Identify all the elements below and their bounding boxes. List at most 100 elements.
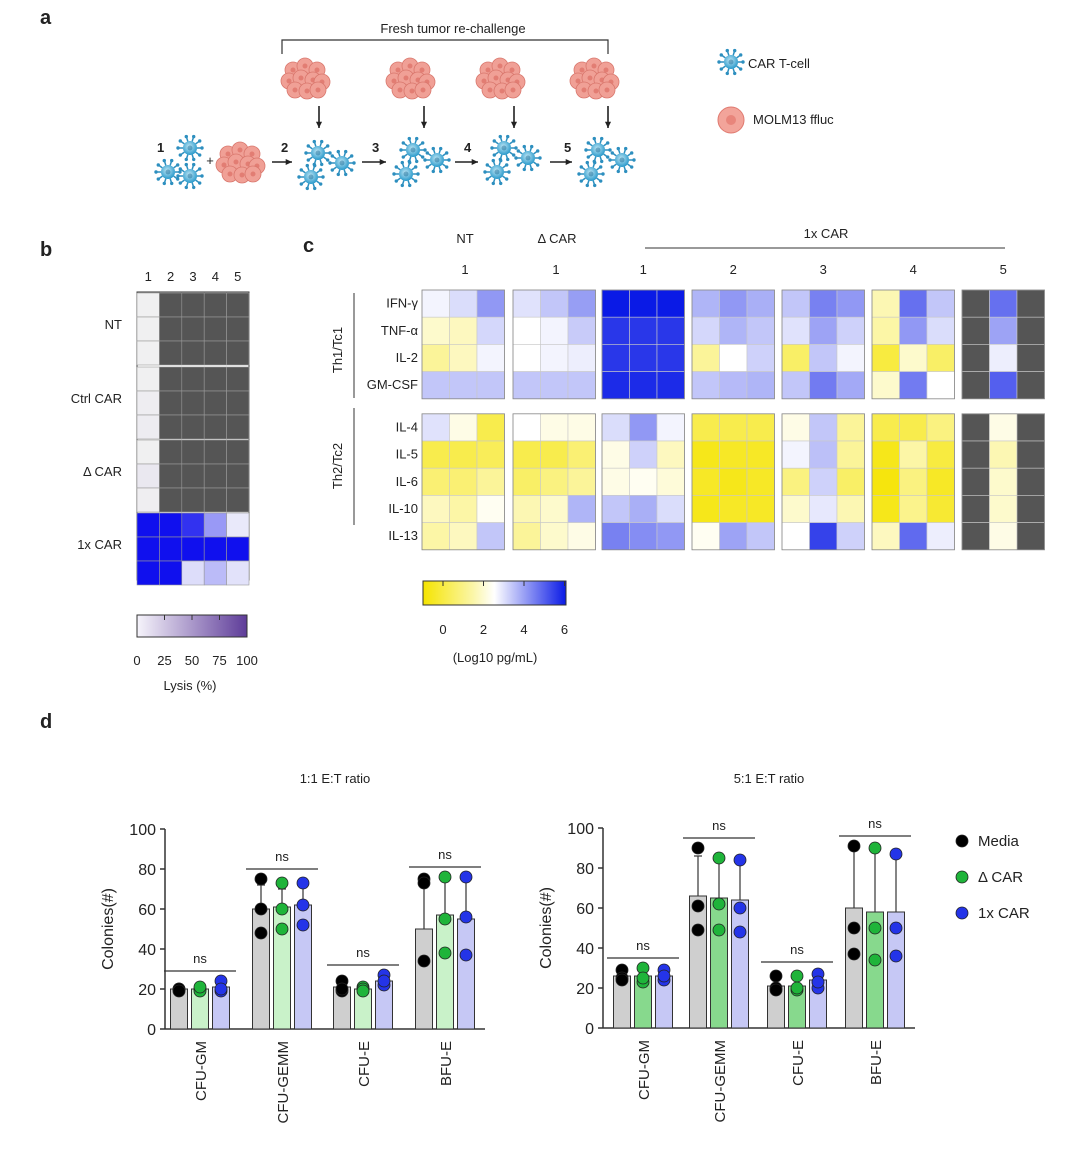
lysis-cell [159, 463, 183, 489]
cytokine-row-label: IFN-γ [386, 296, 418, 311]
cytokine-cell [629, 316, 658, 345]
data-point [356, 984, 370, 998]
cytokine-cell [836, 440, 865, 469]
lysis-cell [159, 439, 183, 465]
cytokine-cell [961, 522, 990, 551]
cytokine-cell [926, 467, 955, 496]
cytokine-cell [421, 371, 450, 400]
lysis-cell [136, 340, 160, 366]
data-point [769, 969, 783, 983]
cytokine-cell [899, 344, 928, 372]
lysis-cell [159, 390, 183, 416]
cytokine-cell [1016, 467, 1045, 496]
cytokine-block-frame [781, 413, 865, 551]
cytokine-block-frame [512, 413, 596, 551]
car-t-cell-icon [328, 149, 356, 177]
cytokine-cell [691, 413, 720, 442]
cytokine-cell [691, 371, 720, 400]
lysis-cell [159, 560, 183, 586]
car-t-cell-icon [577, 160, 605, 188]
cytokine-cell [512, 495, 541, 523]
cytokine-cell [540, 413, 569, 442]
cytokine-cell [476, 344, 505, 372]
lysis-cell [226, 390, 250, 416]
cytokine-colorbar-ticks: 0 2 4 6 [439, 581, 568, 637]
th2-tc2-label: Th2/Tc2 [330, 443, 345, 489]
data-point [275, 876, 289, 890]
significance-label: ns [790, 942, 804, 957]
cytokine-cell [512, 440, 541, 469]
data-point [377, 974, 391, 988]
lysis-cell [159, 340, 183, 366]
cytokine-cell [989, 316, 1018, 345]
bar [710, 897, 728, 1029]
significance-label: ns [193, 951, 207, 966]
cytokine-cell [449, 344, 478, 372]
cytokine-cell [601, 344, 630, 372]
cytokine-cell [601, 371, 630, 400]
cytokine-cell [567, 495, 596, 523]
cytokine-cell [926, 371, 955, 400]
cytokine-cell [512, 371, 541, 400]
car-t-cell-icon [608, 146, 636, 174]
data-point [691, 899, 705, 913]
lysis-cell [226, 366, 250, 392]
data-point [868, 921, 882, 935]
cytokine-cell [1016, 289, 1045, 318]
cytokine-cell [899, 467, 928, 496]
cytokine-cell [567, 316, 596, 345]
data-point [636, 971, 650, 985]
cytokine-round-label: 5 [1000, 262, 1007, 277]
legend-car-t-cell: CAR T-cell [717, 48, 810, 76]
cytokine-block-frame [512, 289, 596, 400]
lysis-cell [226, 463, 250, 489]
cytokine-cell [567, 522, 596, 551]
cytokine-cell [961, 467, 990, 496]
lysis-cell [203, 390, 227, 416]
cytokine-cell [926, 316, 955, 345]
cytokine-round-label: 1 [640, 262, 647, 277]
step-number: 1 [157, 140, 164, 155]
data-point [733, 853, 747, 867]
cytokine-cell [746, 344, 775, 372]
legend-car-t-cell-label: CAR T-cell [748, 56, 810, 71]
cytokine-cell [656, 467, 685, 496]
lysis-cell [181, 390, 205, 416]
cytokine-cell [926, 413, 955, 442]
data-point [172, 984, 186, 998]
lysis-cell [136, 560, 160, 586]
lysis-cell [203, 316, 227, 342]
cytokine-block-frame [691, 413, 775, 551]
cytokine-cell [512, 467, 541, 496]
lysis-cell [136, 414, 160, 440]
category-label: CFU-E [356, 1041, 373, 1087]
panel-b-label: b [40, 239, 52, 261]
cytokine-sub-nt: 1 [461, 262, 468, 277]
lysis-cell [226, 536, 250, 562]
cytokine-cell [781, 440, 810, 469]
panel-c-label: c [303, 235, 314, 257]
lysis-colorbar-label: Lysis (%) [164, 678, 217, 693]
lysis-cell [181, 366, 205, 392]
data-point [296, 918, 310, 932]
significance-label: ns [712, 818, 726, 833]
cytokine-cell [1016, 371, 1045, 400]
lysis-cell [136, 487, 160, 513]
cytokine-cell [926, 440, 955, 469]
data-point [847, 921, 861, 935]
cytokine-cell [809, 440, 838, 469]
cytokine-cell [1016, 413, 1045, 442]
cytokine-cell [476, 371, 505, 400]
lysis-cell [203, 414, 227, 440]
step-arrow-icon [362, 158, 386, 166]
cytokine-cell [719, 467, 748, 496]
rechallenge-bracket [281, 39, 609, 54]
data-point [847, 947, 861, 961]
car-t-cell-icon [399, 136, 427, 164]
cytokine-cell [656, 344, 685, 372]
cytokine-cell [809, 316, 838, 345]
data-point [275, 902, 289, 916]
lysis-column-label: 2 [167, 269, 174, 284]
data-point [733, 901, 747, 915]
